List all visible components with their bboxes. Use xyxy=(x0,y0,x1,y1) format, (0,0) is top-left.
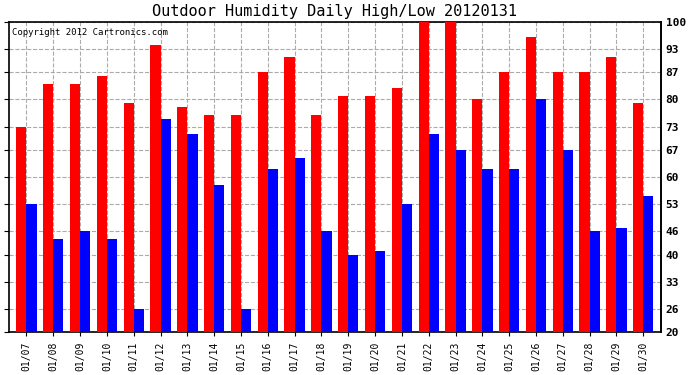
Bar xyxy=(17,127,26,332)
Bar xyxy=(348,255,359,332)
Bar xyxy=(455,150,466,332)
Bar xyxy=(311,115,322,332)
Bar xyxy=(70,84,80,332)
Bar xyxy=(53,239,63,332)
Bar xyxy=(536,99,546,332)
Title: Outdoor Humidity Daily High/Low 20120131: Outdoor Humidity Daily High/Low 20120131 xyxy=(152,4,518,19)
Bar xyxy=(177,107,188,332)
Bar xyxy=(472,99,482,332)
Bar xyxy=(499,72,509,332)
Bar xyxy=(580,72,590,332)
Bar xyxy=(161,119,170,332)
Bar xyxy=(124,103,134,332)
Text: Copyright 2012 Cartronics.com: Copyright 2012 Cartronics.com xyxy=(12,28,168,37)
Bar xyxy=(284,57,295,332)
Bar xyxy=(150,45,161,332)
Bar xyxy=(445,22,455,332)
Bar xyxy=(214,185,224,332)
Bar xyxy=(268,169,278,332)
Bar xyxy=(607,57,616,332)
Bar xyxy=(643,196,653,332)
Bar xyxy=(402,204,412,332)
Bar xyxy=(257,72,268,332)
Bar xyxy=(563,150,573,332)
Bar xyxy=(107,239,117,332)
Bar xyxy=(80,231,90,332)
Bar xyxy=(188,134,197,332)
Bar xyxy=(295,158,305,332)
Bar xyxy=(419,22,428,332)
Bar xyxy=(482,169,493,332)
Bar xyxy=(43,84,53,332)
Bar xyxy=(553,72,563,332)
Bar xyxy=(241,309,251,332)
Bar xyxy=(590,231,600,332)
Bar xyxy=(231,115,241,332)
Bar xyxy=(204,115,214,332)
Bar xyxy=(134,309,144,332)
Bar xyxy=(616,228,627,332)
Bar xyxy=(365,96,375,332)
Bar xyxy=(633,103,643,332)
Bar xyxy=(375,251,385,332)
Bar xyxy=(526,37,536,332)
Bar xyxy=(26,204,37,332)
Bar xyxy=(428,134,439,332)
Bar xyxy=(392,88,402,332)
Bar xyxy=(97,76,107,332)
Bar xyxy=(322,231,332,332)
Bar xyxy=(338,96,348,332)
Bar xyxy=(509,169,520,332)
